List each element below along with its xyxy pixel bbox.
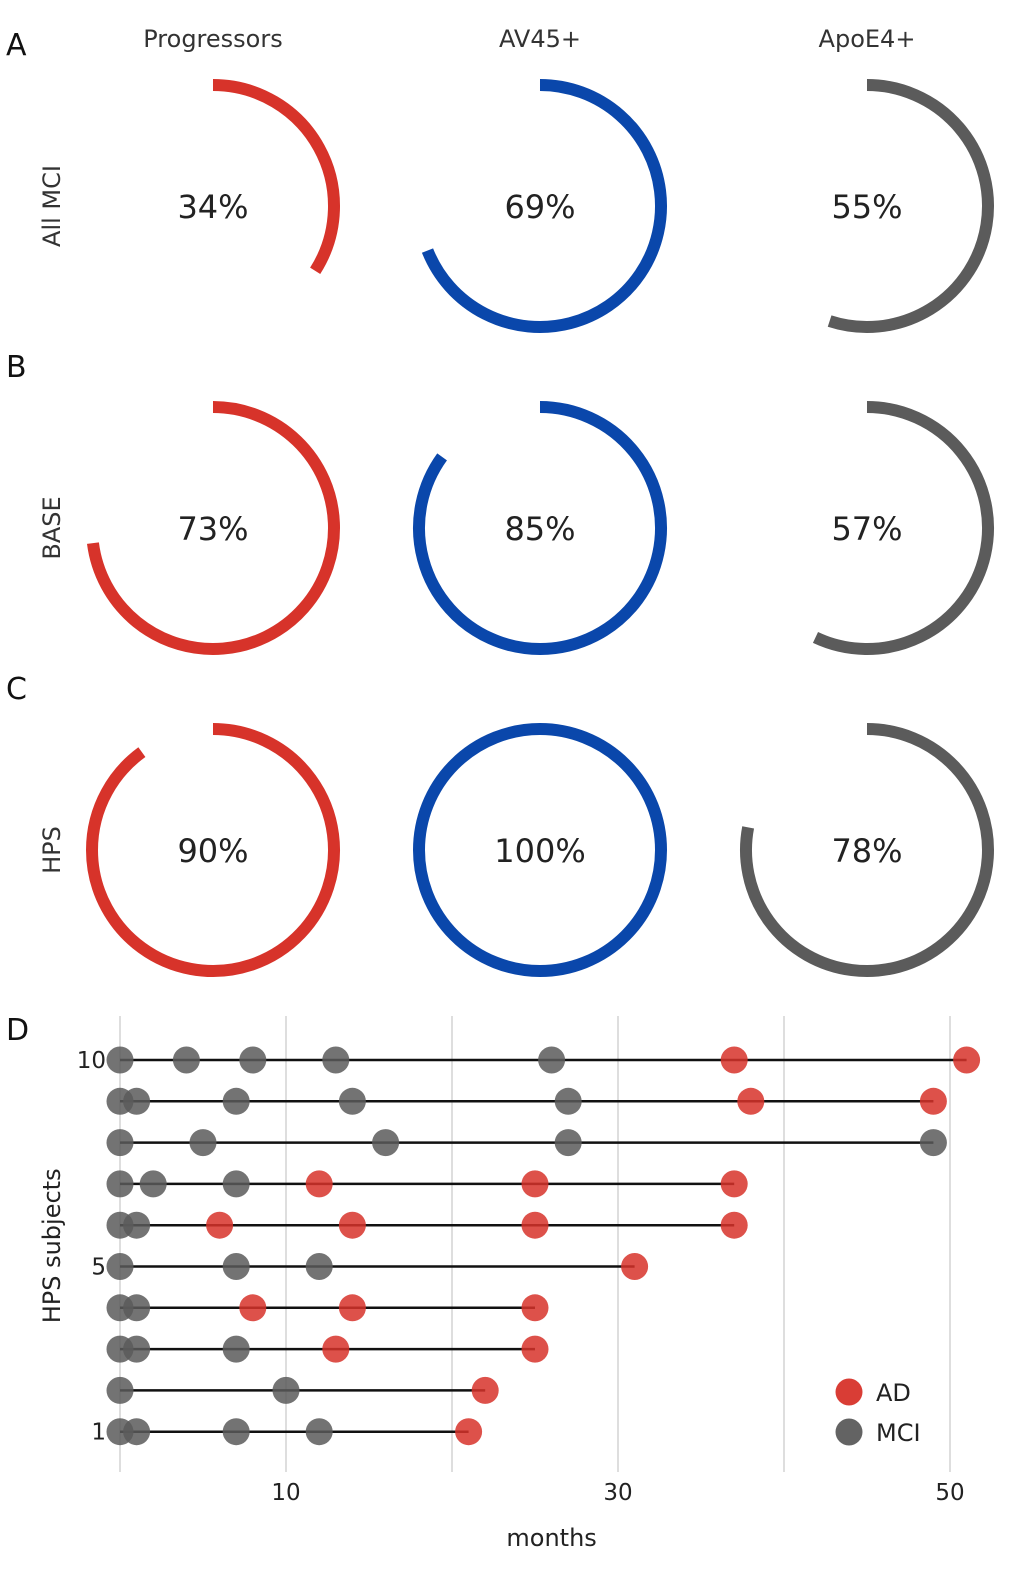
donut-arc: [86, 401, 340, 655]
visit-point-mci: [222, 1087, 250, 1115]
legend-swatch: [835, 1418, 863, 1446]
x-tick-label: 50: [935, 1480, 964, 1506]
visit-point-ad: [239, 1294, 267, 1322]
y-tick-label: 5: [91, 1255, 106, 1281]
legend-swatch: [835, 1378, 863, 1406]
visit-point-mci: [272, 1376, 300, 1404]
y-axis-title: HPS subjects: [38, 1168, 66, 1323]
visit-point-mci: [554, 1087, 582, 1115]
visit-point-mci: [919, 1129, 947, 1157]
panel-letter: A: [6, 28, 27, 63]
visit-point-mci: [338, 1087, 366, 1115]
visit-point-ad: [305, 1170, 333, 1198]
y-tick-label: 1: [91, 1420, 106, 1446]
legend-label: MCI: [876, 1419, 921, 1447]
panel-letter: B: [6, 350, 27, 385]
visit-point-mci: [106, 1170, 134, 1198]
visit-point-mci: [372, 1129, 400, 1157]
visit-point-ad: [953, 1046, 981, 1074]
visit-point-ad: [206, 1211, 234, 1239]
donut-arc: [812, 401, 995, 655]
legend-label: AD: [876, 1379, 911, 1407]
donut-grid: Progressors AV45+ ApoE4+ A All MCI 34% 69% 55% B…: [6, 25, 995, 977]
panel-letter: D: [6, 1013, 29, 1048]
percent-label: 85%: [504, 510, 575, 548]
percent-label: 34%: [177, 188, 248, 226]
visit-point-mci: [305, 1253, 333, 1280]
percent-label: 55%: [831, 188, 902, 226]
donut-arc: [827, 79, 994, 333]
y-tick-label: 10: [77, 1048, 106, 1074]
visit-point-ad: [338, 1211, 366, 1239]
visit-point-ad: [521, 1335, 549, 1363]
column-header: ApoE4+: [819, 25, 916, 53]
visit-point-mci: [538, 1046, 566, 1074]
visit-point-mci: [106, 1046, 134, 1074]
visit-point-ad: [737, 1087, 765, 1115]
visit-point-mci: [123, 1087, 151, 1115]
visit-point-ad: [338, 1294, 366, 1322]
subject-timeline-chart: D 10 30 50 1 5 10 months HPS subjects AD MCI: [6, 1013, 981, 1552]
row-label: All MCI: [38, 165, 66, 247]
visit-point-mci: [123, 1335, 151, 1363]
percent-label: 73%: [177, 510, 248, 548]
visit-point-mci: [554, 1129, 582, 1157]
donut-arc: [413, 401, 667, 655]
visit-point-mci: [222, 1170, 250, 1198]
visit-point-ad: [720, 1170, 748, 1198]
visit-point-ad: [621, 1253, 649, 1280]
x-axis-title: months: [506, 1524, 596, 1552]
row-label: BASE: [38, 496, 66, 559]
donut-arc: [413, 723, 667, 977]
visit-point-ad: [720, 1211, 748, 1239]
donut-arc: [86, 723, 340, 977]
donut-arc: [740, 723, 994, 977]
visit-point-mci: [123, 1418, 151, 1446]
panel-letter: C: [6, 672, 27, 707]
visit-point-mci: [172, 1046, 200, 1074]
visit-point-ad: [919, 1087, 947, 1115]
percent-label: 100%: [494, 832, 585, 870]
visit-point-mci: [322, 1046, 350, 1074]
visit-point-mci: [222, 1418, 250, 1446]
row-label: HPS: [38, 826, 66, 874]
visit-point-mci: [106, 1376, 134, 1404]
visit-point-ad: [455, 1418, 483, 1446]
percent-label: 69%: [504, 188, 575, 226]
x-tick-label: 10: [271, 1480, 300, 1506]
visit-point-mci: [239, 1046, 267, 1074]
visit-point-ad: [521, 1211, 549, 1239]
percent-label: 90%: [177, 832, 248, 870]
visit-point-mci: [106, 1129, 134, 1157]
visit-point-mci: [189, 1129, 217, 1157]
x-tick-label: 30: [603, 1480, 632, 1506]
visit-point-mci: [123, 1294, 151, 1322]
donut-arc: [421, 79, 668, 333]
visit-point-mci: [305, 1418, 333, 1446]
column-header: Progressors: [143, 25, 282, 53]
visit-point-mci: [106, 1253, 134, 1280]
visit-point-mci: [222, 1335, 250, 1363]
visit-point-mci: [123, 1211, 151, 1239]
visit-point-ad: [521, 1170, 549, 1198]
column-header: AV45+: [499, 25, 581, 53]
visit-point-ad: [471, 1376, 499, 1404]
visit-point-ad: [322, 1335, 350, 1363]
visit-point-ad: [521, 1294, 549, 1322]
visit-point-ad: [720, 1046, 748, 1074]
donut-arc: [212, 79, 340, 275]
percent-label: 57%: [831, 510, 902, 548]
visit-point-mci: [222, 1253, 250, 1280]
percent-label: 78%: [831, 832, 902, 870]
visit-point-mci: [139, 1170, 167, 1198]
